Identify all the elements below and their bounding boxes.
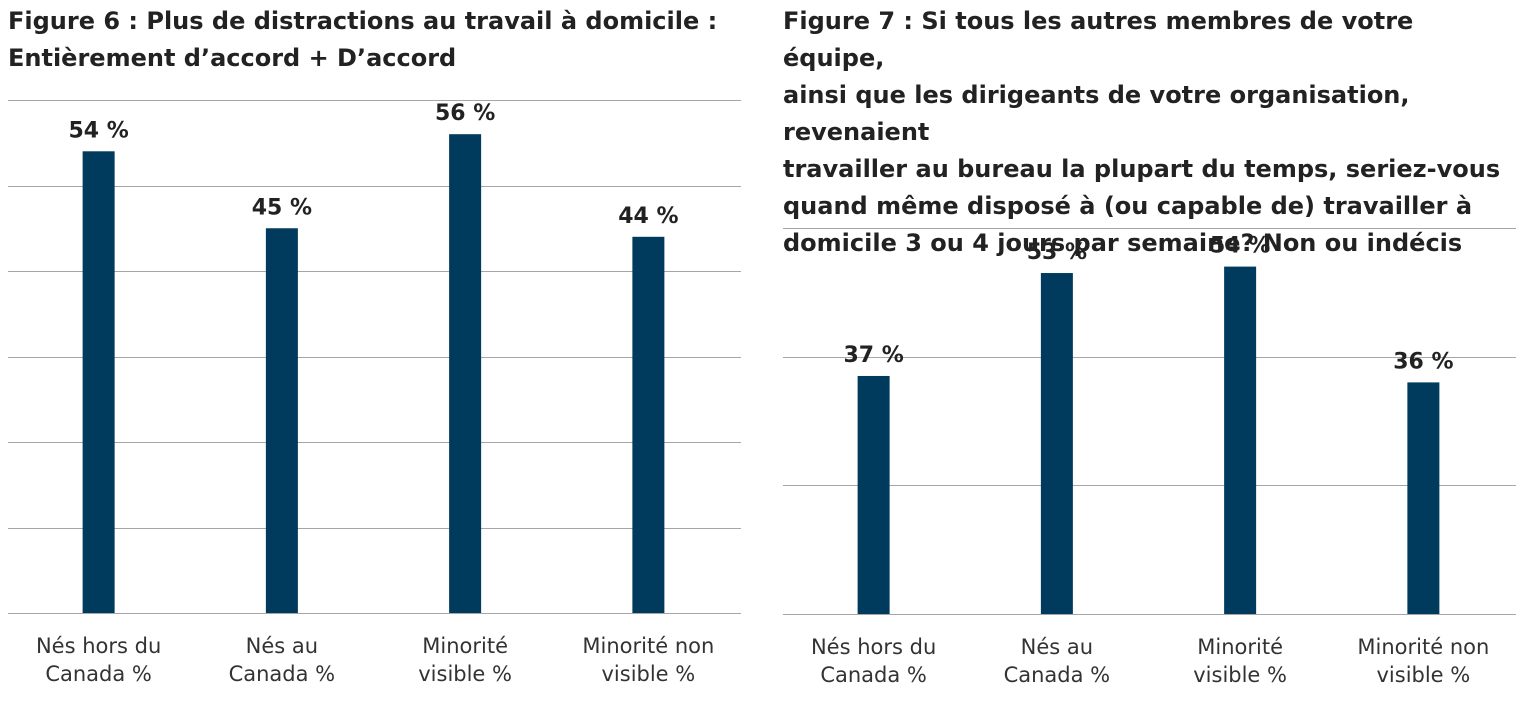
category-label: Minorité non visible % <box>1357 635 1489 687</box>
category-label: Nés au Canada % <box>229 634 336 686</box>
category-label-line: Nés au <box>246 634 318 658</box>
category-label-line: Minorité non <box>1357 635 1489 659</box>
figure-6-title-line: Entièrement d’accord + D’accord <box>8 44 457 72</box>
figure-6-title: Figure 6 : Plus de distractions au trava… <box>8 0 741 77</box>
figure-7-title-line: travailler au bureau la plupart du temps… <box>783 155 1501 183</box>
bar <box>857 375 890 614</box>
category-label-line: visible % <box>1376 663 1470 687</box>
category-label-line: Minorité non <box>582 634 714 658</box>
figure-6-bar-chart: 54 % Nés hors du Canada % 45 % Nés au Canada … <box>8 100 741 686</box>
category-label: Minorité visible % <box>418 634 512 686</box>
category-label-line: Minorité <box>422 634 508 658</box>
figure-6-title-line: Figure 6 : Plus de distractions au trava… <box>8 7 718 35</box>
value-label: 44 % <box>618 204 678 229</box>
category-label: Minorité visible % <box>1193 635 1287 687</box>
value-label: 56 % <box>435 101 495 126</box>
figure-6: Figure 6 : Plus de distractions au trava… <box>8 0 741 686</box>
bar <box>1407 382 1440 614</box>
category-label: Nés hors du Canada % <box>36 634 161 686</box>
bar <box>449 134 482 613</box>
figure-7-title: Figure 7 : Si tous les autres membres de… <box>783 0 1516 262</box>
figure-7: Figure 7 : Si tous les autres membres de… <box>783 0 1516 687</box>
category-label-line: Nés au <box>1021 635 1093 659</box>
value-label: 54 % <box>1210 234 1270 259</box>
category-label-line: Canada % <box>820 663 927 687</box>
category-label: Minorité non visible % <box>582 634 714 686</box>
category-label: Nés au Canada % <box>1004 635 1111 687</box>
value-label: 36 % <box>1393 349 1453 374</box>
value-label: 37 % <box>843 343 903 368</box>
category-label-line: Canada % <box>229 662 336 686</box>
value-label: 54 % <box>68 118 128 143</box>
category-label-line: Canada % <box>1004 663 1111 687</box>
figure-7-bar-chart: 37 % Nés hors du Canada % 53 % Nés au Canada … <box>783 228 1516 687</box>
value-label: 45 % <box>252 195 312 220</box>
category-label-line: Nés hors du <box>36 634 161 658</box>
category-label-line: Canada % <box>45 662 152 686</box>
figure-7-title-line: ainsi que les dirigeants de votre organi… <box>783 81 1410 146</box>
figure-7-title-line: quand même disposé à (ou capable de) tra… <box>783 192 1473 220</box>
bar <box>265 228 298 613</box>
bar <box>632 236 665 614</box>
bar <box>1224 266 1257 614</box>
value-label: 53 % <box>1027 240 1087 265</box>
category-label: Nés hors du Canada % <box>811 635 936 687</box>
figure-7-title-line: Figure 7 : Si tous les autres membres de… <box>783 7 1414 72</box>
bar <box>1040 273 1073 614</box>
category-label-line: Nés hors du <box>811 635 936 659</box>
category-label-line: visible % <box>1193 663 1287 687</box>
bar <box>82 151 115 614</box>
category-label-line: visible % <box>418 662 512 686</box>
category-label-line: Minorité <box>1197 635 1283 659</box>
figure-7-title-line: domicile 3 ou 4 jours par semaine? Non o… <box>783 229 1463 257</box>
category-label-line: visible % <box>601 662 695 686</box>
